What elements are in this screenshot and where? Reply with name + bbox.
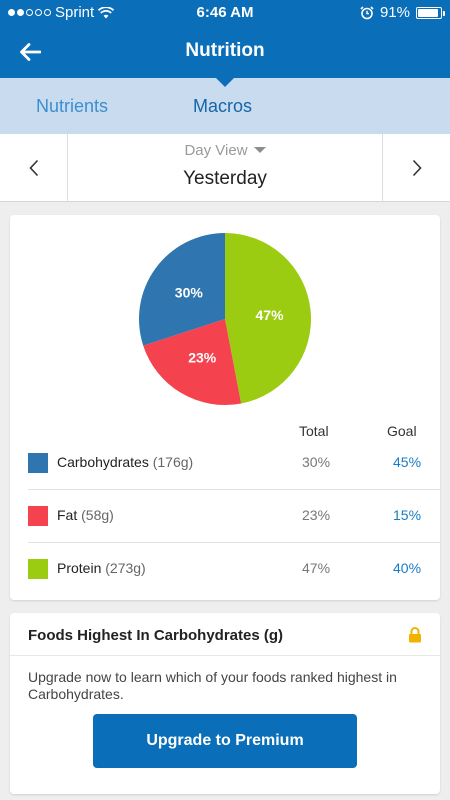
lock-icon xyxy=(409,627,421,643)
signal-dot xyxy=(26,9,33,16)
nav-caret xyxy=(216,78,234,87)
status-bar: Sprint 6:46 AM 91% xyxy=(0,0,450,26)
macro-grams: (273g) xyxy=(105,560,146,576)
carrier-name: Sprint xyxy=(55,4,95,21)
alarm-clock-icon xyxy=(360,5,374,19)
previous-day-button[interactable] xyxy=(0,134,68,201)
chevron-left-icon xyxy=(28,159,38,176)
pie-slice xyxy=(225,233,311,404)
pie-slice-label: 23% xyxy=(188,349,217,365)
protein-color-swatch xyxy=(28,559,48,579)
date-center: Day View Yesterday xyxy=(68,134,382,201)
battery-icon xyxy=(416,6,445,19)
macro-row-protein: Protein (273g) 47% 40% xyxy=(10,544,440,596)
macro-name: Fat xyxy=(57,507,78,523)
status-left: Sprint xyxy=(8,4,115,21)
macro-total: 23% xyxy=(302,507,331,523)
macro-label: Carbohydrates (176g) xyxy=(57,454,193,470)
status-time: 6:46 AM xyxy=(196,4,254,21)
back-arrow-icon xyxy=(20,43,41,61)
goal-column-header: Goal xyxy=(387,423,417,439)
macro-label: Protein (273g) xyxy=(57,560,146,576)
date-label: Yesterday xyxy=(183,168,267,189)
macro-total: 30% xyxy=(302,454,331,470)
tab-nutrients[interactable]: Nutrients xyxy=(36,96,109,116)
macro-row-carbohydrates: Carbohydrates (176g) 30% 45% xyxy=(10,438,440,490)
macro-total: 47% xyxy=(302,560,331,576)
signal-dot xyxy=(8,9,15,16)
status-right: 91% xyxy=(360,4,445,21)
back-button[interactable] xyxy=(14,36,46,68)
row-divider xyxy=(28,542,440,543)
tab-macros[interactable]: Macros xyxy=(193,96,253,116)
foods-highest-card: Foods Highest In Carbohydrates (g) Upgra… xyxy=(10,613,440,794)
battery-level xyxy=(418,8,439,17)
signal-dot xyxy=(35,9,42,16)
macro-row-fat: Fat (58g) 23% 15% xyxy=(10,491,440,543)
date-selector: Day View Yesterday xyxy=(0,134,450,202)
signal-dot xyxy=(17,9,24,16)
battery-percent: 91% xyxy=(379,4,410,21)
macros-card: 47% 23% 30% Total Goal Carbohydrates (176g… xyxy=(10,215,440,600)
macro-goal: 45% xyxy=(393,454,422,470)
chevron-down-icon xyxy=(253,147,266,153)
day-view-label: Day View xyxy=(184,142,248,159)
macro-name: Carbohydrates xyxy=(57,454,149,470)
macro-goal: 15% xyxy=(393,507,422,523)
wifi-icon xyxy=(98,6,115,18)
macro-name: Protein xyxy=(57,560,102,576)
foods-card-title: Foods Highest In Carbohydrates (g) xyxy=(28,627,284,644)
nav-bar: Nutrition xyxy=(0,26,450,78)
macro-label: Fat (58g) xyxy=(57,507,114,523)
macros-pie-chart: 47% 23% 30% xyxy=(139,233,311,405)
page-title: Nutrition xyxy=(185,40,265,61)
pie-slice-label: 30% xyxy=(175,285,204,301)
signal-dot xyxy=(44,9,51,16)
tab-bar: Nutrients Macros xyxy=(0,78,450,134)
row-divider xyxy=(28,489,440,490)
pie-slice xyxy=(139,233,225,346)
day-view-dropdown[interactable]: Day View xyxy=(68,142,382,159)
macro-grams: (176g) xyxy=(152,454,194,470)
carbohydrates-color-swatch xyxy=(28,453,48,473)
pie-slice-label: 47% xyxy=(256,307,285,323)
chevron-right-icon xyxy=(412,159,422,176)
card-divider xyxy=(10,655,440,656)
signal-strength-icon xyxy=(8,9,51,16)
macro-goal: 40% xyxy=(393,560,422,576)
total-column-header: Total xyxy=(299,423,329,439)
next-day-button[interactable] xyxy=(382,134,450,201)
macro-grams: (58g) xyxy=(81,507,114,523)
fat-color-swatch xyxy=(28,506,48,526)
pie-slice xyxy=(143,319,242,405)
upgrade-to-premium-button[interactable]: Upgrade to Premium xyxy=(93,714,357,768)
upgrade-message: Upgrade now to learn which of your foods… xyxy=(28,669,397,702)
